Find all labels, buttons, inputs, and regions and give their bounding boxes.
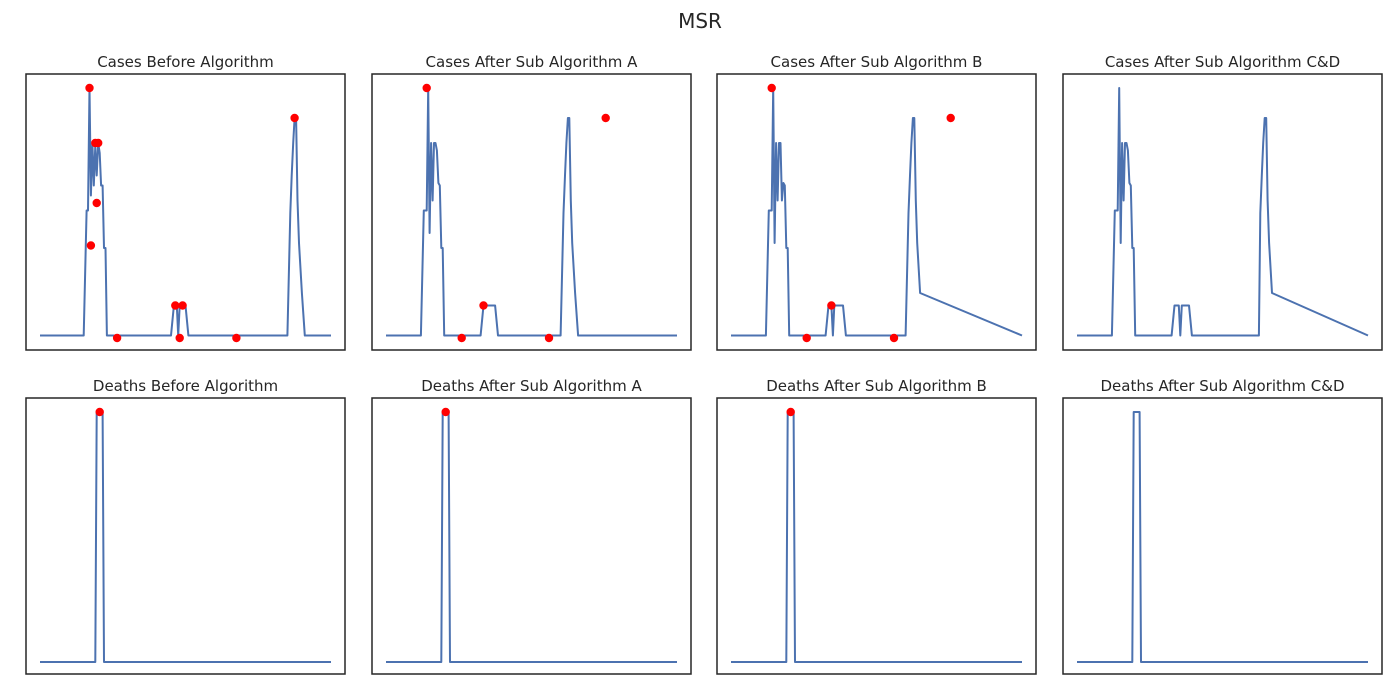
subplot-8 bbox=[1062, 397, 1383, 675]
figure-title: MSR bbox=[678, 9, 722, 33]
plot-frame bbox=[1062, 73, 1383, 351]
peak-marker bbox=[175, 333, 184, 343]
peak-marker bbox=[457, 333, 466, 343]
subplot-title: Deaths Before Algorithm bbox=[92, 377, 279, 395]
peak-marker bbox=[802, 333, 811, 343]
peak-marker bbox=[946, 113, 955, 123]
subplot-title: Cases After Sub Algorithm A bbox=[425, 53, 638, 71]
subplot-1 bbox=[25, 73, 346, 351]
plot-frame bbox=[716, 397, 1037, 675]
peak-marker bbox=[232, 333, 241, 343]
peak-marker bbox=[786, 407, 795, 417]
plot-frame bbox=[716, 73, 1037, 351]
subplot-5 bbox=[25, 397, 346, 675]
series-line bbox=[1077, 411, 1368, 663]
subplot-4 bbox=[1062, 73, 1383, 351]
subplot-7 bbox=[716, 397, 1037, 675]
series-line bbox=[731, 87, 1023, 337]
plot-frame bbox=[1062, 397, 1383, 675]
subplot-6 bbox=[371, 397, 692, 675]
peak-marker bbox=[601, 113, 610, 123]
plot-frame bbox=[25, 397, 346, 675]
subplot-title: Deaths After Sub Algorithm C&D bbox=[1100, 377, 1345, 395]
series-line bbox=[1077, 87, 1369, 337]
subplot-title: Deaths After Sub Algorithm A bbox=[421, 377, 642, 395]
series-line bbox=[40, 87, 331, 337]
subplot-title: Cases After Sub Algorithm C&D bbox=[1104, 53, 1341, 71]
peak-marker bbox=[92, 198, 101, 208]
peak-marker bbox=[422, 83, 431, 93]
peak-marker bbox=[86, 241, 96, 250]
subplot-title: Deaths After Sub Algorithm B bbox=[766, 377, 987, 395]
peak-marker bbox=[94, 138, 103, 148]
subplot-2 bbox=[371, 73, 692, 351]
subplot-title: Cases Before Algorithm bbox=[97, 53, 274, 71]
peak-marker bbox=[290, 113, 299, 123]
peak-marker bbox=[178, 301, 187, 310]
peak-marker bbox=[767, 83, 776, 93]
peak-marker bbox=[85, 83, 94, 93]
plot-frame bbox=[371, 397, 692, 675]
peak-marker bbox=[95, 407, 104, 417]
peak-marker bbox=[544, 333, 554, 343]
series-line bbox=[386, 87, 677, 337]
plot-frame bbox=[371, 73, 692, 351]
peak-marker bbox=[171, 301, 180, 310]
subplot-title: Cases After Sub Algorithm B bbox=[770, 53, 983, 71]
subplot-3 bbox=[716, 73, 1037, 351]
peak-marker bbox=[889, 333, 899, 343]
peak-marker bbox=[479, 301, 488, 310]
peak-marker bbox=[112, 333, 122, 343]
peak-marker bbox=[827, 301, 836, 310]
peak-marker bbox=[441, 407, 450, 417]
